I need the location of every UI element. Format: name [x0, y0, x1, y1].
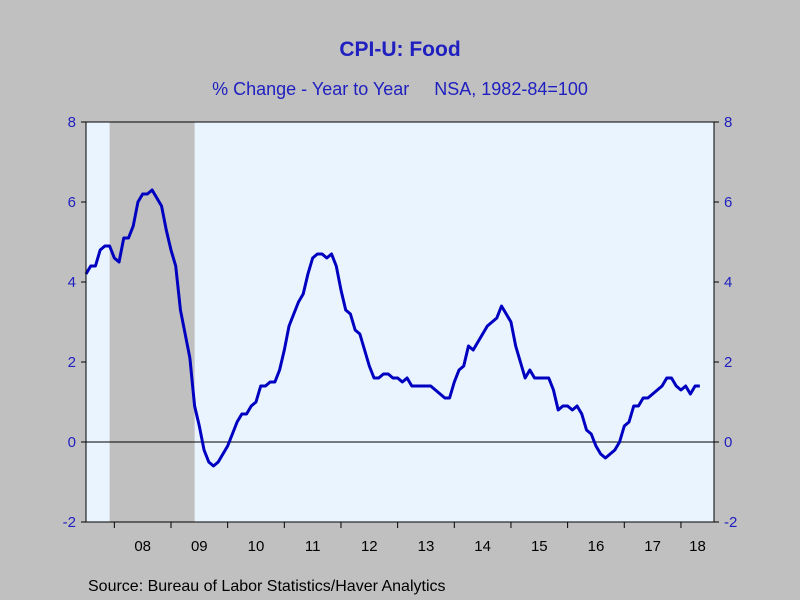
chart-title: CPI-U: Food — [339, 38, 461, 61]
x-tick-label: 15 — [531, 538, 548, 555]
y-tick-label-right: -2 — [724, 514, 737, 531]
x-tick-label: 16 — [588, 538, 605, 555]
series-line — [84, 188, 700, 468]
x-tick-label: 10 — [248, 538, 265, 555]
x-tick-label: 11 — [305, 538, 321, 555]
y-tick-label-right: 2 — [724, 354, 732, 371]
x-tick-label: 09 — [191, 538, 208, 555]
x-tick-label: 14 — [474, 538, 491, 555]
y-tick-label-left: 4 — [68, 274, 76, 291]
x-tick-label: 18 — [689, 538, 706, 555]
y-tick-label-left: -2 — [63, 514, 76, 531]
y-tick-label-right: 8 — [724, 114, 732, 131]
y-tick-label-right: 0 — [724, 434, 732, 451]
axis-layer: -2 -2 0 0 2 2 4 4 6 6 8 8 08 09 10 11 12 13 14 15 16 17 18 — [63, 114, 738, 555]
y-tick-label-right: 4 — [724, 274, 732, 291]
y-tick-label-right: 6 — [724, 194, 732, 211]
y-tick-label-left: 0 — [68, 434, 76, 451]
plot-frame — [85, 121, 715, 523]
x-tick-label: 12 — [361, 538, 378, 555]
y-tick-label-left: 8 — [68, 114, 76, 131]
x-tick-label: 17 — [644, 538, 661, 555]
x-tick-label: 08 — [134, 538, 151, 555]
y-tick-label-left: 2 — [68, 354, 76, 371]
x-tick-label: 13 — [418, 538, 435, 555]
source-note: Source: Bureau of Labor Statistics/Haver… — [88, 578, 446, 595]
chart-subtitle: % Change - Year to Year NSA, 1982-84=100 — [212, 79, 588, 99]
y-tick-label-left: 6 — [68, 194, 76, 211]
